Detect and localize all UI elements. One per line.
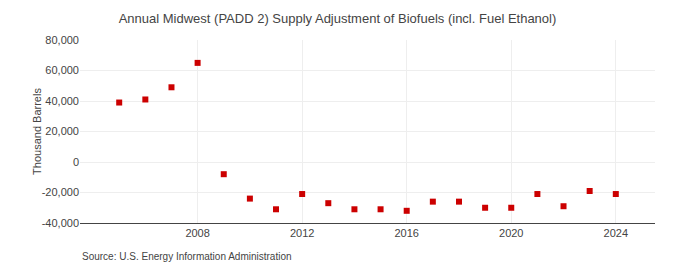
svg-text:-20,000: -20,000 [42,186,79,198]
svg-text:Source: U.S. Energy Informatio: Source: U.S. Energy Information Administ… [82,251,292,262]
svg-text:60,000: 60,000 [45,64,79,76]
svg-text:2024: 2024 [604,227,628,239]
svg-text:2016: 2016 [394,227,418,239]
svg-text:2008: 2008 [185,227,209,239]
svg-text:20,000: 20,000 [45,125,79,137]
svg-text:2012: 2012 [290,227,314,239]
svg-text:-40,000: -40,000 [42,217,79,229]
svg-text:Thousand Barrels: Thousand Barrels [31,88,43,175]
svg-text:Annual Midwest (PADD 2) Supply: Annual Midwest (PADD 2) Supply Adjustmen… [119,11,557,26]
svg-text:80,000: 80,000 [45,34,79,46]
svg-text:40,000: 40,000 [45,95,79,107]
svg-text:2020: 2020 [499,227,523,239]
svg-text:0: 0 [73,156,79,168]
